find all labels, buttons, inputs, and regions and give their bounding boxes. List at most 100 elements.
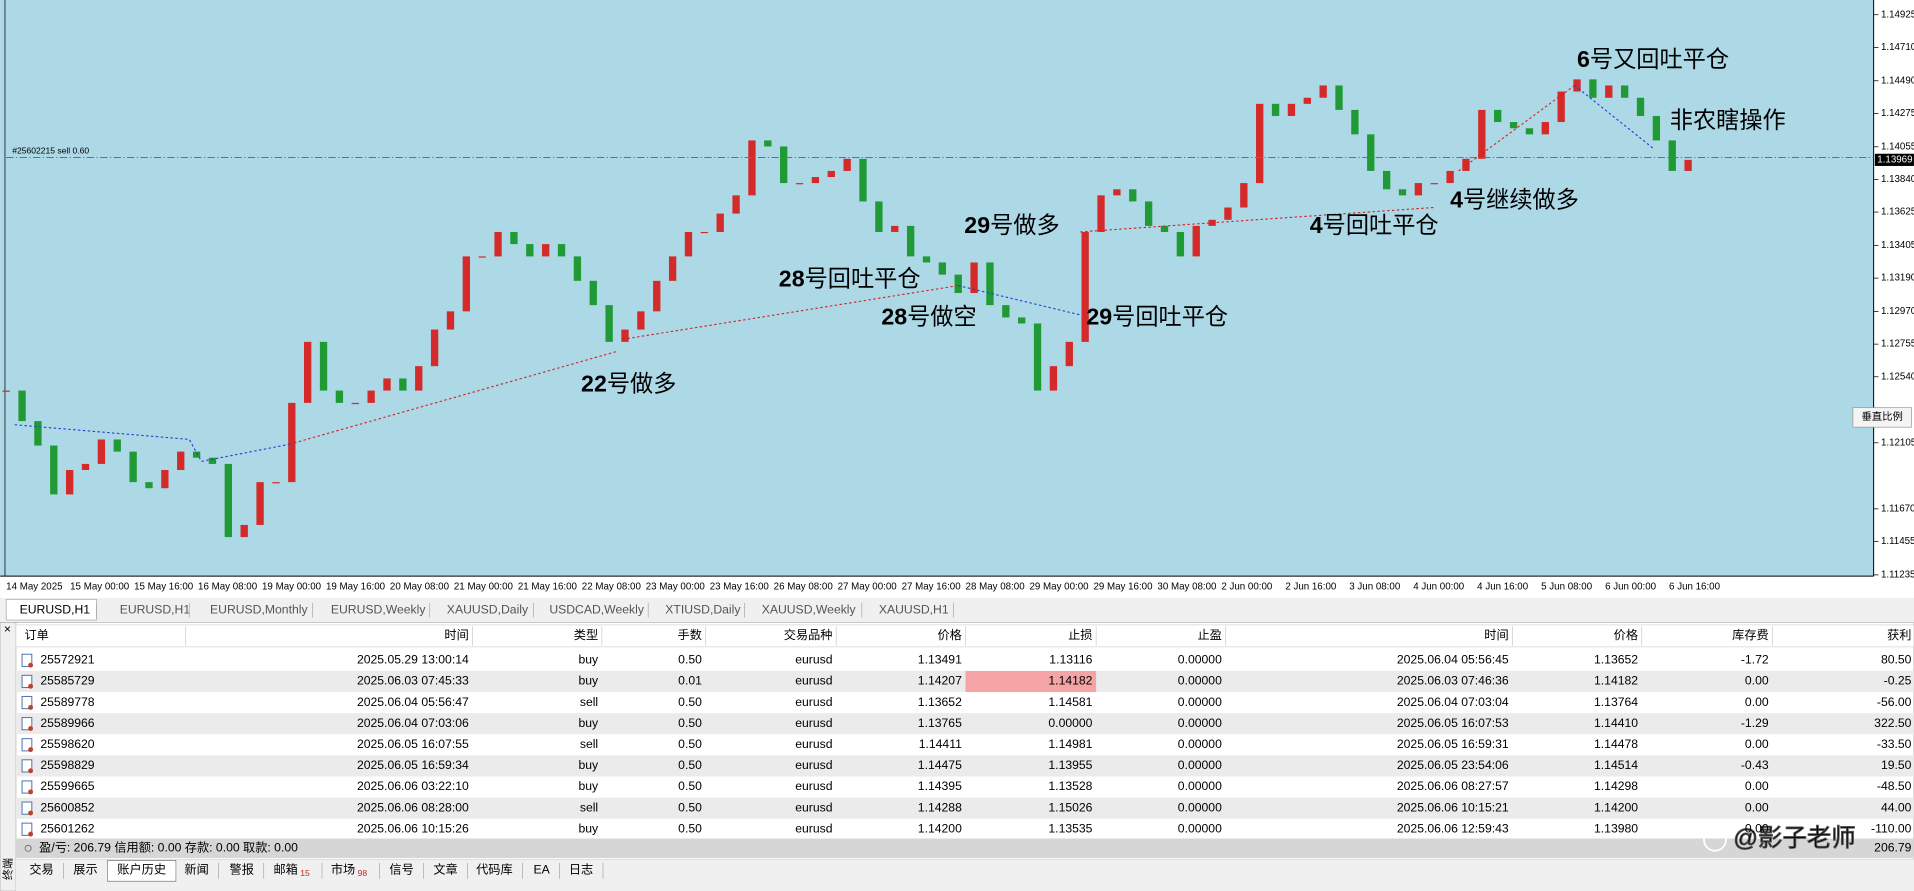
terminal-tab[interactable]: 展示 xyxy=(73,862,97,876)
cell: 2025.06.06 03:22:10 xyxy=(357,779,469,793)
cell: 0.50 xyxy=(678,716,702,730)
column-header[interactable]: 订单 xyxy=(25,628,49,642)
cell: 1.13116 xyxy=(1049,653,1092,667)
chart-tab[interactable]: EURUSD,Weekly xyxy=(331,602,426,616)
cell: sell xyxy=(580,737,598,751)
chart-tab[interactable]: XAUUSD,H1 xyxy=(879,602,949,616)
y-tick-label: 1.13840 xyxy=(1881,174,1914,185)
candle-body xyxy=(1033,323,1042,391)
cell: 2025.06.05 16:07:53 xyxy=(1397,716,1509,730)
candle-body xyxy=(208,457,217,464)
terminal-tab[interactable]: EA xyxy=(533,862,550,876)
cell: 0.00 xyxy=(1745,821,1769,835)
candle-body xyxy=(1129,189,1137,202)
terminal-tab[interactable]: 信号 xyxy=(389,862,413,876)
terminal-tab[interactable]: 邮箱 xyxy=(273,861,297,876)
y-tick-label: 1.11235 xyxy=(1881,569,1914,580)
x-tick-label: 3 Jun 08:00 xyxy=(1349,582,1401,593)
candle-body xyxy=(1684,159,1692,171)
scale-button[interactable]: 垂直比例 xyxy=(1852,407,1912,428)
column-header[interactable]: 止损 xyxy=(1068,628,1092,642)
candle-body xyxy=(319,341,328,391)
cell: 2025.06.04 07:03:06 xyxy=(357,716,469,730)
candle-body xyxy=(494,231,502,257)
x-tick-label: 4 Jun 00:00 xyxy=(1413,582,1465,593)
candle-body xyxy=(2,390,10,392)
cell: 25589778 xyxy=(40,695,94,709)
cell: 1.13652 xyxy=(1594,653,1638,667)
trade-line xyxy=(289,350,617,445)
candle-body xyxy=(1002,305,1010,318)
candle-body xyxy=(1160,225,1169,232)
candle-body xyxy=(764,140,772,147)
x-tick-label: 27 May 00:00 xyxy=(838,582,898,593)
cell: 1.13491 xyxy=(918,653,962,667)
candle-body xyxy=(748,140,756,196)
column-header[interactable]: 交易品种 xyxy=(784,627,833,642)
candle-body xyxy=(351,402,359,405)
terminal-tab[interactable]: 市场 xyxy=(331,861,355,876)
candle-body xyxy=(18,390,26,422)
cell: 1.14581 xyxy=(1048,695,1092,709)
cell: -0.43 xyxy=(1741,758,1769,772)
cell: 2025.06.06 10:15:26 xyxy=(357,821,469,835)
chart-tab[interactable]: USDCAD,Weekly xyxy=(549,602,644,616)
terminal-tab[interactable]: 代码库 xyxy=(476,861,513,876)
cell: 0.00000 xyxy=(1048,716,1092,730)
terminal-tab[interactable]: 新闻 xyxy=(184,861,208,876)
terminal-tab[interactable]: 账户历史 xyxy=(117,861,166,876)
chart-tab[interactable]: EURUSD,H1 xyxy=(20,602,91,616)
terminal-tab[interactable]: 文章 xyxy=(433,861,457,876)
column-header[interactable]: 时间 xyxy=(1484,628,1508,642)
cell: eurusd xyxy=(795,779,832,793)
close-icon[interactable]: × xyxy=(4,622,11,636)
candle-body xyxy=(97,439,106,464)
chart-tab[interactable]: XAUUSD,Weekly xyxy=(762,602,857,616)
cell: 1.14182 xyxy=(1048,674,1092,688)
candle-body xyxy=(224,463,232,538)
cell: 1.13980 xyxy=(1594,821,1638,835)
terminal-tab[interactable]: 日志 xyxy=(569,862,593,876)
column-header[interactable]: 价格 xyxy=(1614,627,1638,642)
scale-button-box[interactable] xyxy=(1852,407,1912,428)
terminal-tab[interactable]: 交易 xyxy=(29,861,53,876)
order-icon xyxy=(21,717,33,731)
candle-body xyxy=(177,451,185,470)
column-header[interactable]: 价格 xyxy=(938,627,962,642)
cell: 0.01 xyxy=(678,674,702,688)
candle-body xyxy=(1636,97,1645,116)
x-tick-label: 26 May 08:00 xyxy=(774,582,834,593)
column-header[interactable]: 止盈 xyxy=(1197,628,1221,642)
chart-tab[interactable]: XAUUSD,Daily xyxy=(447,602,529,616)
cell: eurusd xyxy=(795,800,832,814)
scale-button-label[interactable]: 垂直比例 xyxy=(1861,410,1902,423)
candle-body xyxy=(1097,195,1105,232)
cell: 1.14395 xyxy=(918,779,962,793)
candle-body xyxy=(621,329,629,342)
candle-body xyxy=(1192,225,1200,257)
candle-body xyxy=(1351,109,1359,135)
candle-body xyxy=(1113,189,1121,196)
column-header[interactable]: 时间 xyxy=(444,628,468,642)
annotation: 4号继续做多 xyxy=(1450,187,1579,213)
stop-loss-hit xyxy=(965,670,1097,693)
column-header[interactable]: 类型 xyxy=(574,628,598,642)
candle-body xyxy=(446,311,455,330)
chart-tab[interactable]: XTIUSD,Daily xyxy=(665,602,741,616)
candle-body xyxy=(1240,183,1248,208)
column-header[interactable]: 手数 xyxy=(678,627,702,642)
chart-tab[interactable]: EURUSD,Monthly xyxy=(210,602,308,616)
x-tick-label: 19 May 00:00 xyxy=(262,582,322,593)
cell: 44.00 xyxy=(1881,800,1912,814)
order-icon-dot xyxy=(28,704,34,710)
candle-body xyxy=(304,341,312,403)
chart-tab[interactable]: EURUSD,H1 xyxy=(120,602,191,616)
terminal-tab[interactable]: 警报 xyxy=(230,861,254,876)
cell: 0.00 xyxy=(1745,779,1769,793)
annotation-text: 号做多 xyxy=(990,212,1060,238)
column-header[interactable]: 库存费 xyxy=(1732,627,1769,642)
column-header[interactable]: 获利 xyxy=(1887,628,1911,642)
x-tick-label: 29 May 00:00 xyxy=(1030,582,1090,593)
candle-body xyxy=(1620,85,1629,98)
